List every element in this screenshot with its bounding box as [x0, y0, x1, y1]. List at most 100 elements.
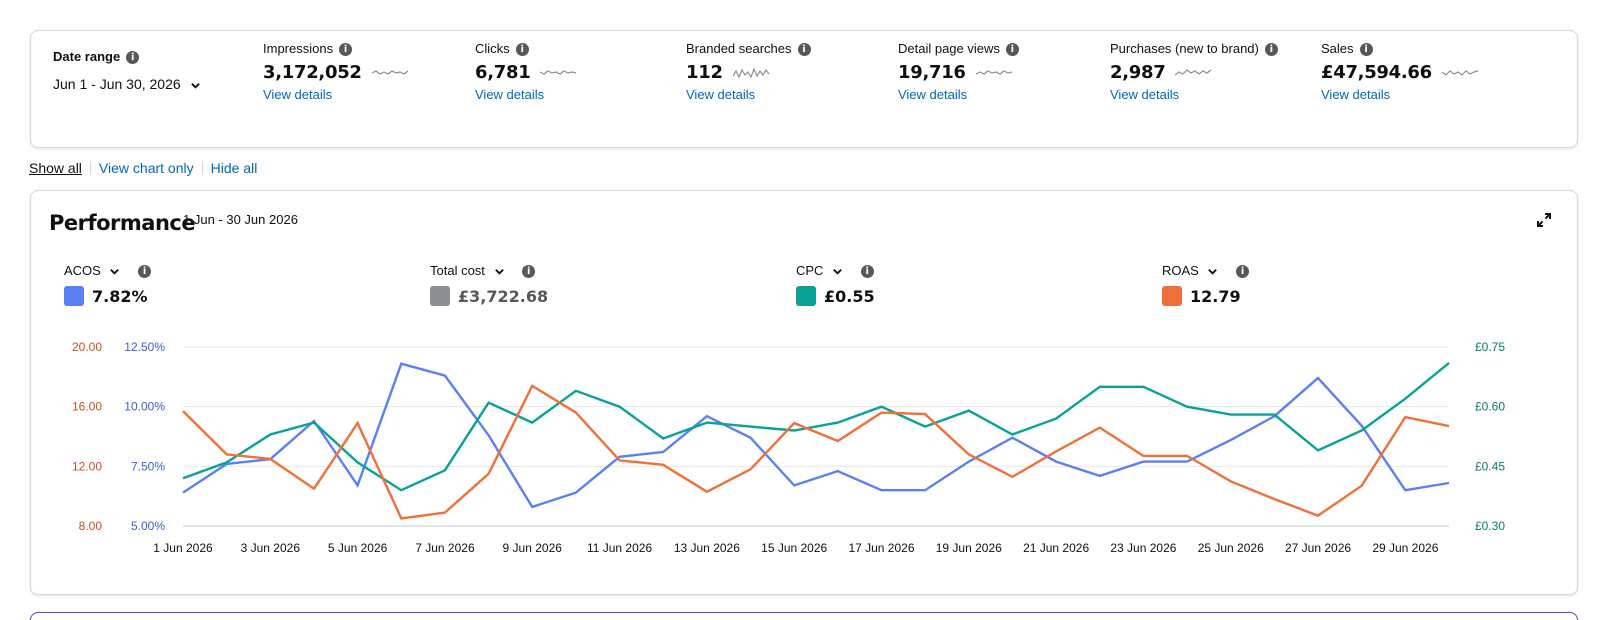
x-axis-tick-label: 11 Jun 2026 [587, 541, 652, 555]
sparkline-icon [371, 69, 409, 75]
y-axis-tick-label-roas: 20.00 [72, 340, 102, 354]
date-range-dropdown[interactable]: Jun 1 - Jun 30, 2026 [53, 76, 201, 92]
series-dropdown[interactable]: CPC i [796, 263, 875, 279]
view-details-link[interactable]: View details [1321, 87, 1391, 103]
chevron-down-icon [190, 82, 200, 89]
x-axis-tick-label: 9 Jun 2026 [503, 541, 563, 555]
x-axis-tick-label: 19 Jun 2026 [936, 541, 1002, 555]
divider [89, 161, 91, 175]
chevron-down-icon [833, 269, 842, 275]
sparkline-icon [975, 69, 1012, 75]
sparkline-icon [1441, 69, 1479, 76]
metric-value: £47,594.66 [1321, 62, 1432, 84]
metric-value: 6,781 [475, 62, 531, 84]
info-icon[interactable]: i [1359, 43, 1373, 57]
metric-value: 19,716 [898, 62, 966, 84]
sparkline-icon [1175, 68, 1212, 76]
metric-clicks: Clicks i 6,781 View details [475, 41, 578, 102]
sparkline-icon [540, 69, 577, 75]
series-dropdown[interactable]: Total cost i [430, 263, 548, 279]
y-axis-tick-label-cpc: £0.60 [1475, 400, 1505, 414]
chevron-down-icon [1208, 269, 1218, 275]
x-axis-tick-label: 29 Jun 2026 [1372, 541, 1438, 555]
next-panel-card [30, 612, 1578, 620]
performance-line-chart[interactable]: 20.00 16.00 12.00 8.00 12.50% 10.00% 7.50% 5.00… [31, 191, 1577, 594]
series-selector-total-cost: Total cost i £3,722.68 [430, 263, 549, 307]
info-icon[interactable]: i [1236, 265, 1250, 279]
date-range-block: Date range i Jun 1 - Jun 30, 2026 [53, 49, 201, 92]
info-icon[interactable]: i [1264, 43, 1278, 57]
x-axis-tick-label: 13 Jun 2026 [674, 541, 740, 555]
info-icon[interactable]: i [515, 43, 529, 57]
info-icon[interactable]: i [138, 265, 152, 279]
series-line-acos[interactable] [182, 362, 1450, 509]
x-axis-tick-label: 1 Jun 2026 [153, 541, 213, 555]
x-axis-tick-label: 7 Jun 2026 [415, 541, 475, 555]
x-axis-tick-label: 5 Jun 2026 [328, 541, 388, 555]
metric-branded-searches: Branded searches i 112 View details [686, 41, 811, 102]
info-icon[interactable]: i [126, 51, 140, 65]
series-color-swatch[interactable] [430, 286, 450, 307]
y-axis-tick-label-acos: 10.00% [124, 400, 165, 414]
performance-card: Performance 1 Jun - 30 Jun 2026 ACOS i 7… [30, 190, 1578, 595]
series-selector-roas: ROAS i 12.79 [1162, 263, 1250, 307]
metric-sales: Sales i £47,594.66 View details [1321, 41, 1480, 102]
series-value: £3,722.68 [458, 286, 549, 306]
series-color-swatch[interactable] [64, 286, 84, 307]
series-color-swatch[interactable] [1162, 286, 1182, 307]
performance-title: Performance [49, 211, 196, 235]
series-value: 12.79 [1190, 286, 1241, 306]
y-axis-tick-label-acos: 12.50% [124, 340, 165, 354]
metric-impressions: Impressions i 3,172,052 View details [263, 41, 410, 102]
metric-value: 3,172,052 [263, 62, 362, 84]
info-icon[interactable]: i [1005, 43, 1019, 57]
x-axis-tick-label: 15 Jun 2026 [761, 541, 827, 555]
info-icon[interactable]: i [339, 43, 353, 57]
metrics-summary-card: Date range i Jun 1 - Jun 30, 2026 Impress… [30, 30, 1578, 148]
series-value: 7.82% [92, 286, 148, 306]
chart-visibility-toggles: Show all View chart only Hide all [29, 160, 257, 176]
view-details-link[interactable]: View details [263, 87, 333, 103]
view-details-link[interactable]: View details [686, 87, 756, 103]
x-axis-tick-label: 3 Jun 2026 [241, 541, 301, 555]
series-selector-acos: ACOS i 7.82% [64, 263, 152, 307]
series-line-roas[interactable] [182, 384, 1450, 520]
view-chart-only-toggle[interactable]: View chart only [98, 160, 194, 176]
x-axis-tick-label: 17 Jun 2026 [848, 541, 914, 555]
metric-value: 2,987 [1110, 62, 1166, 84]
x-axis-tick-label: 27 Jun 2026 [1285, 541, 1351, 555]
expand-icon[interactable] [1537, 213, 1551, 227]
info-icon[interactable]: i [797, 43, 811, 57]
series-value: £0.55 [824, 286, 875, 306]
series-dropdown[interactable]: ACOS i [64, 263, 152, 279]
y-axis-tick-label-cpc: £0.75 [1475, 340, 1505, 354]
y-axis-tick-label-cpc: £0.30 [1475, 519, 1505, 533]
metric-value: 112 [686, 62, 723, 84]
y-axis-tick-label-roas: 12.00 [72, 459, 102, 473]
x-axis-tick-label: 23 Jun 2026 [1110, 541, 1176, 555]
performance-date-range: 1 Jun - 30 Jun 2026 [183, 212, 298, 227]
hide-all-toggle[interactable]: Hide all [210, 160, 258, 176]
series-color-swatch[interactable] [796, 286, 816, 307]
info-icon[interactable]: i [860, 265, 874, 279]
divider [201, 161, 203, 175]
show-all-toggle[interactable]: Show all [29, 160, 82, 176]
series-line-cpc[interactable] [182, 361, 1450, 492]
y-axis-tick-label-roas: 16.00 [72, 400, 102, 414]
y-axis-tick-label-acos: 5.00% [131, 519, 165, 533]
sparkline-icon [732, 66, 770, 78]
chevron-down-icon [110, 269, 120, 275]
metric-purchases-new-to-brand: Purchases (new to brand) i 2,987 View det… [1110, 41, 1278, 102]
chevron-down-icon [494, 269, 504, 275]
date-range-label: Date range i [53, 49, 201, 65]
info-icon[interactable]: i [522, 265, 536, 279]
metric-detail-page-views: Detail page views i 19,716 View details [898, 41, 1019, 102]
view-details-link[interactable]: View details [1110, 87, 1180, 103]
series-dropdown[interactable]: ROAS i [1162, 263, 1250, 279]
y-axis-tick-label-roas: 8.00 [79, 519, 103, 533]
view-details-link[interactable]: View details [475, 87, 545, 103]
series-selector-cpc: CPC i £0.55 [796, 263, 875, 307]
y-axis-tick-label-acos: 7.50% [131, 459, 165, 473]
view-details-link[interactable]: View details [898, 87, 968, 103]
x-axis-tick-label: 25 Jun 2026 [1198, 541, 1264, 555]
